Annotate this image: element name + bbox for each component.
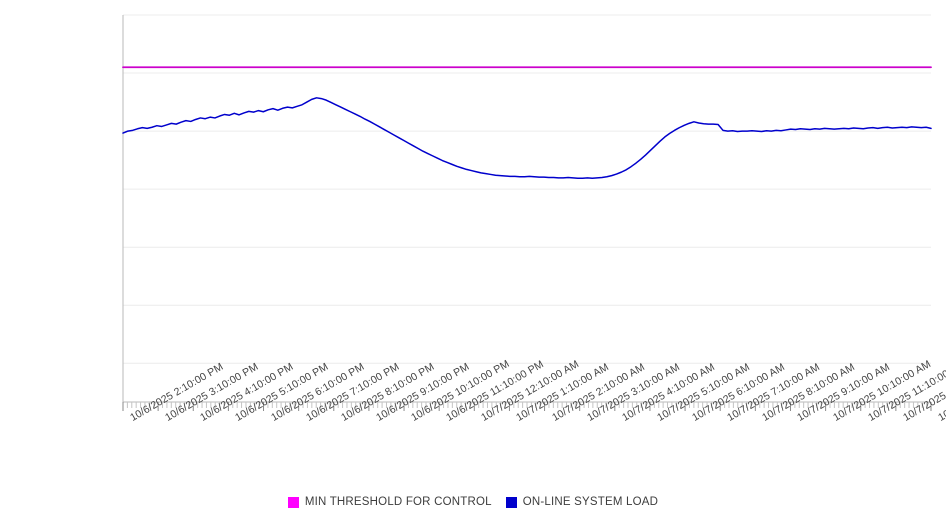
legend-label: MIN THRESHOLD FOR CONTROL [304,496,492,508]
axis-ticks [122,402,932,411]
data-series [122,66,932,180]
legend-item[interactable]: MIN THRESHOLD FOR CONTROL [287,496,492,508]
legend-item[interactable]: ON-LINE SYSTEM LOAD [505,496,659,508]
legend-label: ON-LINE SYSTEM LOAD [522,496,659,508]
series-line-2 [122,97,932,180]
legend-swatch-icon [287,496,299,508]
chart-legend: MIN THRESHOLD FOR CONTROL ON-LINE SYSTEM … [0,496,946,508]
legend-swatch-icon [505,496,517,508]
gridlines [123,14,931,364]
